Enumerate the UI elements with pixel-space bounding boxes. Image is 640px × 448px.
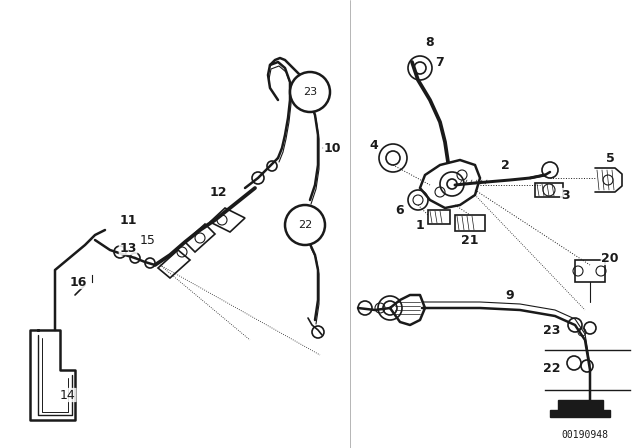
Text: 3: 3 xyxy=(561,189,570,202)
Text: 7: 7 xyxy=(436,56,444,69)
Text: 1: 1 xyxy=(415,219,424,232)
Bar xyxy=(575,260,605,282)
Text: 16: 16 xyxy=(69,276,86,289)
Text: 15: 15 xyxy=(140,233,156,246)
Text: 14: 14 xyxy=(60,388,76,401)
Text: 21: 21 xyxy=(461,233,479,246)
Text: 2: 2 xyxy=(500,159,509,172)
Bar xyxy=(558,400,603,412)
Bar xyxy=(428,210,450,224)
Bar xyxy=(455,215,485,231)
Text: 12: 12 xyxy=(209,185,227,198)
Text: 20: 20 xyxy=(601,251,619,264)
Bar xyxy=(550,410,610,417)
Text: 8: 8 xyxy=(426,35,435,48)
Text: 22: 22 xyxy=(543,362,561,375)
Bar xyxy=(535,183,563,197)
Text: 13: 13 xyxy=(119,241,137,254)
Text: 23: 23 xyxy=(303,87,317,97)
Circle shape xyxy=(285,205,325,245)
Text: 5: 5 xyxy=(605,151,614,164)
Text: 6: 6 xyxy=(396,203,404,216)
Text: 4: 4 xyxy=(370,138,378,151)
Text: 22: 22 xyxy=(298,220,312,230)
Text: 10: 10 xyxy=(323,142,340,155)
Text: 9: 9 xyxy=(506,289,515,302)
Text: 11: 11 xyxy=(119,214,137,227)
Text: 23: 23 xyxy=(543,323,561,336)
Text: 00190948: 00190948 xyxy=(561,430,609,440)
Circle shape xyxy=(290,72,330,112)
